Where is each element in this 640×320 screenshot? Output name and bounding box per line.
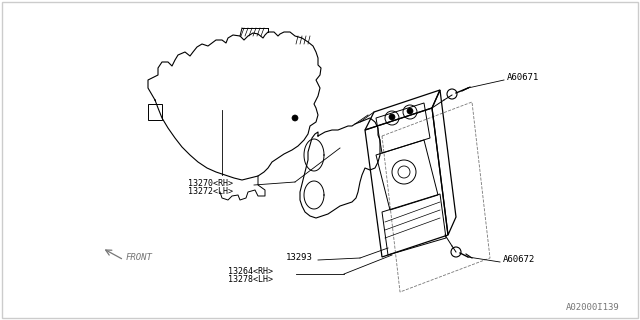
Text: 13272<LH>: 13272<LH> — [188, 188, 233, 196]
Circle shape — [407, 108, 413, 114]
Text: 13293: 13293 — [286, 252, 313, 261]
Text: A02000I139: A02000I139 — [566, 303, 620, 312]
Text: 13278<LH>: 13278<LH> — [228, 276, 273, 284]
Circle shape — [292, 115, 298, 121]
Text: A60671: A60671 — [507, 73, 540, 82]
Text: A60672: A60672 — [503, 254, 535, 263]
Text: FRONT: FRONT — [126, 253, 153, 262]
Text: 13264<RH>: 13264<RH> — [228, 267, 273, 276]
Text: 13270<RH>: 13270<RH> — [188, 179, 233, 188]
Circle shape — [389, 114, 395, 120]
